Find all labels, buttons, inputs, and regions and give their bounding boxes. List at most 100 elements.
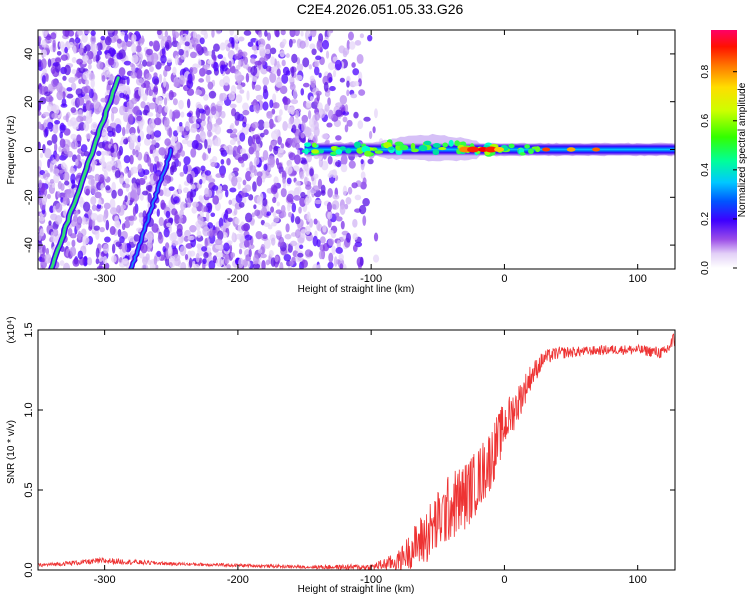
noise-speckle [80, 144, 88, 153]
noise-speckle [346, 89, 350, 97]
noise-speckle [231, 231, 236, 242]
noise-speckle [328, 252, 334, 263]
noise-speckle [349, 41, 356, 50]
noise-speckle [245, 72, 250, 83]
noise-speckle [85, 188, 90, 196]
snr-frame [37, 329, 676, 571]
noise-speckle [157, 104, 163, 115]
noise-speckle [287, 105, 292, 112]
noise-speckle [214, 137, 221, 147]
noise-speckle [197, 58, 202, 68]
noise-speckle [63, 209, 67, 217]
noise-speckle [309, 75, 315, 82]
noise-speckle [44, 148, 52, 159]
noise-speckle [111, 255, 117, 263]
noise-speckle [119, 140, 124, 146]
noise-speckle [255, 230, 263, 240]
noise-speckle [198, 257, 203, 264]
noise-speckle [321, 39, 330, 50]
noise-speckle [46, 140, 53, 146]
noise-speckle [329, 85, 336, 92]
noise-speckle [294, 30, 300, 37]
noise-speckle [137, 163, 143, 173]
noise-speckle [143, 137, 151, 146]
noise-speckle [373, 232, 379, 242]
noise-speckle [142, 59, 148, 67]
noise-speckle [264, 48, 271, 55]
noise-speckle [86, 108, 92, 120]
noise-speckle [149, 66, 154, 73]
noise-speckle [156, 208, 160, 217]
noise-speckle [327, 97, 331, 107]
noise-speckle [179, 121, 183, 127]
noise-speckle [146, 124, 154, 135]
noise-speckle [339, 204, 346, 216]
x-tick-label: -300 [94, 273, 116, 285]
noise-speckle [42, 49, 47, 57]
band-blob [410, 142, 416, 150]
noise-speckle [257, 119, 265, 131]
noise-speckle [200, 165, 206, 172]
noise-speckle [219, 42, 226, 51]
noise-speckle [153, 255, 158, 266]
noise-speckle [304, 126, 312, 138]
noise-speckle [71, 69, 77, 75]
noise-speckle [69, 167, 76, 174]
noise-speckle [54, 119, 61, 125]
noise-speckle [121, 126, 126, 137]
noise-speckle [76, 30, 84, 36]
noise-speckle [42, 111, 50, 117]
noise-speckle [146, 48, 153, 56]
noise-speckle [66, 93, 74, 99]
noise-speckle [52, 205, 57, 213]
noise-speckle [241, 162, 245, 168]
noise-speckle [253, 49, 258, 55]
noise-speckle [88, 178, 96, 186]
noise-speckle [173, 31, 180, 39]
noise-speckle [268, 144, 273, 152]
noise-speckle [360, 159, 364, 165]
noise-speckle [288, 117, 294, 125]
noise-speckle [91, 204, 97, 211]
noise-speckle [56, 191, 61, 199]
noise-speckle [250, 57, 256, 64]
noise-speckle [64, 180, 70, 186]
noise-speckle [110, 147, 115, 153]
noise-speckle [294, 134, 299, 144]
noise-speckle [123, 60, 132, 66]
noise-speckle [307, 110, 312, 120]
noise-speckle [114, 170, 121, 179]
noise-speckle [45, 172, 51, 178]
noise-speckle [138, 63, 143, 70]
noise-speckle [282, 66, 290, 76]
noise-speckle [179, 245, 187, 257]
noise-speckle [340, 163, 348, 173]
noise-speckle [189, 224, 197, 233]
noise-speckle [118, 49, 126, 59]
spectrogram-streaks [48, 74, 174, 269]
noise-speckle [203, 32, 209, 40]
noise-speckle [291, 202, 297, 213]
noise-speckle [180, 261, 187, 269]
noise-speckle [111, 189, 117, 199]
noise-speckle [265, 211, 272, 216]
noise-speckle [174, 152, 181, 159]
noise-speckle [314, 60, 320, 68]
noise-speckle [164, 138, 171, 146]
noise-speckle [306, 211, 311, 223]
noise-speckle [135, 77, 144, 86]
noise-speckle [38, 121, 42, 130]
band-blob [534, 146, 541, 153]
noise-speckle [231, 37, 235, 48]
noise-speckle [179, 171, 185, 177]
noise-speckle [66, 241, 71, 247]
noise-speckle [178, 99, 184, 110]
noise-speckle [331, 200, 340, 210]
noise-speckle [220, 225, 226, 231]
noise-speckle [327, 30, 331, 37]
noise-speckle [199, 178, 203, 185]
snr-background [38, 330, 675, 570]
noise-speckle [90, 35, 97, 45]
noise-speckle [282, 176, 286, 184]
noise-speckle [121, 258, 129, 265]
